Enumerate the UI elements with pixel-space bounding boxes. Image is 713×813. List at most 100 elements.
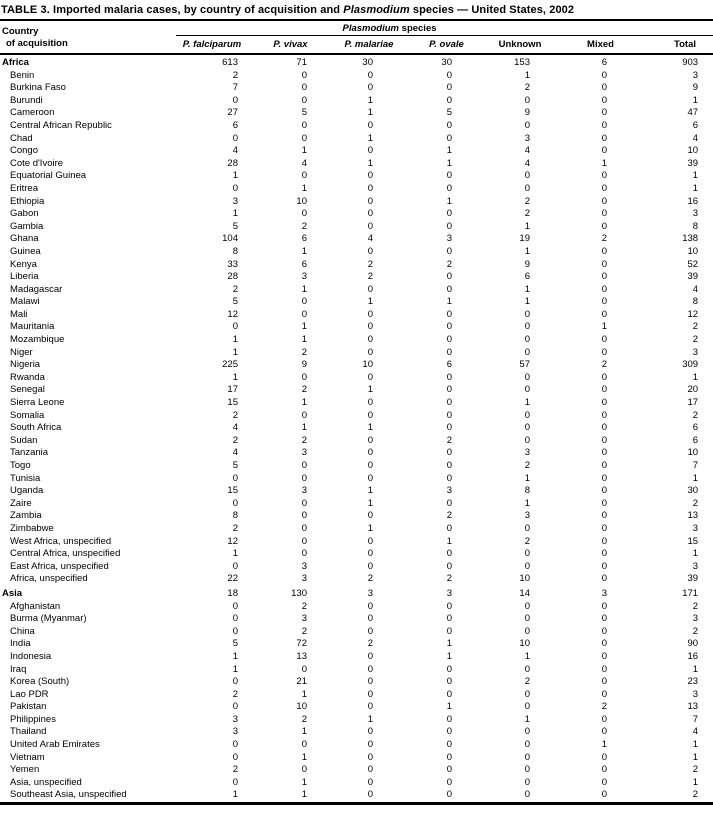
value-cell: 3 xyxy=(692,208,699,220)
value-cell: 0 xyxy=(367,145,373,157)
value-cell: 5 xyxy=(232,296,238,308)
country-label: Senegal xyxy=(10,384,45,396)
table-row: Cote d'Ivoire 28 4 1 1 4 1 39 xyxy=(0,158,713,171)
value-cell: 6 xyxy=(301,258,307,270)
value-cell: 1 xyxy=(446,145,452,157)
country-label: Mozambique xyxy=(10,334,65,346)
value-cell: 1 xyxy=(692,170,699,182)
value-cell: 4 xyxy=(232,447,238,459)
table-row: Uganda 15 3 1 3 8 0 30 xyxy=(0,485,713,498)
value-cell: 0 xyxy=(524,321,530,333)
value-cell: 0 xyxy=(446,397,452,409)
col-header-malariae: P. malariae xyxy=(317,35,393,55)
value-cell: 2 xyxy=(301,625,307,637)
country-label: Mali xyxy=(10,308,28,320)
value-cell: 1 xyxy=(692,751,699,763)
table-row: China 0 2 0 0 0 0 2 xyxy=(0,626,713,639)
country-label: Central Africa, unspecified xyxy=(10,548,121,560)
table-body: Africa 613 71 30 30 153 6 903 Benin 2 0 0 0 1 0 3 Burkin… xyxy=(0,54,713,804)
value-cell: 0 xyxy=(367,613,373,625)
value-cell: 0 xyxy=(301,522,307,534)
value-cell: 0 xyxy=(446,334,452,346)
value-cell: 0 xyxy=(524,688,530,700)
value-cell: 2 xyxy=(446,258,452,270)
country-label: Somalia xyxy=(10,409,45,421)
country-label: Burkina Faso xyxy=(10,82,66,94)
value-cell: 17 xyxy=(227,384,238,396)
value-cell: 1 xyxy=(692,182,699,194)
value-cell: 1 xyxy=(367,157,373,169)
value-cell: 0 xyxy=(367,739,373,751)
value-cell: 0 xyxy=(446,271,452,283)
table-row: Ghana 104 6 4 3 19 2 138 xyxy=(0,233,713,246)
value-cell: 8 xyxy=(524,485,530,497)
table-row: Kenya 33 6 2 2 9 0 52 xyxy=(0,259,713,272)
value-cell: 27 xyxy=(227,107,238,119)
value-cell: 2 xyxy=(692,625,699,637)
value-cell: 0 xyxy=(301,94,307,106)
value-cell: 0 xyxy=(601,346,607,358)
table-row: Mozambique 1 1 0 0 0 0 2 xyxy=(0,334,713,347)
country-label: Yemen xyxy=(10,764,40,776)
country-label: West Africa, unspecified xyxy=(10,535,112,547)
table-row: Benin 2 0 0 0 1 0 3 xyxy=(0,70,713,83)
value-cell: 8 xyxy=(692,296,699,308)
value-cell: 0 xyxy=(232,600,238,612)
value-cell: 0 xyxy=(446,600,452,612)
value-cell: 1 xyxy=(524,220,530,232)
value-cell: 30 xyxy=(687,485,699,497)
value-cell: 3 xyxy=(692,69,699,81)
value-cell: 1 xyxy=(367,107,373,119)
value-cell: 0 xyxy=(601,82,607,94)
value-cell: 0 xyxy=(446,688,452,700)
country-label: Liberia xyxy=(10,271,39,283)
value-cell: 0 xyxy=(446,663,452,675)
value-cell: 2 xyxy=(367,271,373,283)
country-label: Thailand xyxy=(10,726,47,738)
value-cell: 0 xyxy=(446,308,452,320)
value-cell: 0 xyxy=(601,560,607,572)
value-cell: 0 xyxy=(601,69,607,81)
value-cell: 6 xyxy=(446,359,452,371)
value-cell: 1 xyxy=(692,94,699,106)
value-cell: 1 xyxy=(524,472,530,484)
col-header-total: Total xyxy=(617,35,713,55)
table-title-genus: Plasmodium xyxy=(343,4,410,16)
value-cell: 0 xyxy=(601,422,607,434)
value-cell: 15 xyxy=(687,535,699,547)
value-cell: 0 xyxy=(446,460,452,471)
table-row: Zimbabwe 2 0 1 0 0 0 3 xyxy=(0,523,713,536)
value-cell: 2 xyxy=(232,522,238,534)
value-cell: 1 xyxy=(446,535,452,547)
value-cell: 1 xyxy=(524,245,530,257)
value-cell: 2 xyxy=(692,789,699,801)
value-cell: 0 xyxy=(301,472,307,484)
value-cell: 1 xyxy=(524,713,530,725)
table-row: Nigeria 225 9 10 6 57 2 309 xyxy=(0,359,713,372)
value-cell: 1 xyxy=(601,157,607,169)
value-cell: 1 xyxy=(301,321,307,333)
value-cell: 0 xyxy=(601,145,607,157)
value-cell: 1 xyxy=(301,283,307,295)
value-cell: 10 xyxy=(519,573,530,585)
value-cell: 0 xyxy=(367,321,373,333)
value-cell: 39 xyxy=(687,157,699,169)
value-cell: 1 xyxy=(367,485,373,497)
value-cell: 4 xyxy=(301,157,307,169)
value-cell: 0 xyxy=(446,713,452,725)
value-cell: 0 xyxy=(524,600,530,612)
value-cell: 6 xyxy=(692,119,699,131)
value-cell: 39 xyxy=(687,271,699,283)
country-label: Equatorial Guinea xyxy=(10,170,87,182)
value-cell: 0 xyxy=(446,560,452,572)
value-cell: 0 xyxy=(367,510,373,522)
value-cell: 7 xyxy=(692,460,699,471)
value-cell: 28 xyxy=(227,157,238,169)
value-cell: 0 xyxy=(601,726,607,738)
value-cell: 0 xyxy=(601,713,607,725)
country-label: Vietnam xyxy=(10,751,45,763)
value-cell: 0 xyxy=(601,535,607,547)
table-row: Asia, unspecified 0 1 0 0 0 0 1 xyxy=(0,777,713,790)
table-row: Niger 1 2 0 0 0 0 3 xyxy=(0,347,713,360)
table-row: Somalia 2 0 0 0 0 0 2 xyxy=(0,410,713,423)
